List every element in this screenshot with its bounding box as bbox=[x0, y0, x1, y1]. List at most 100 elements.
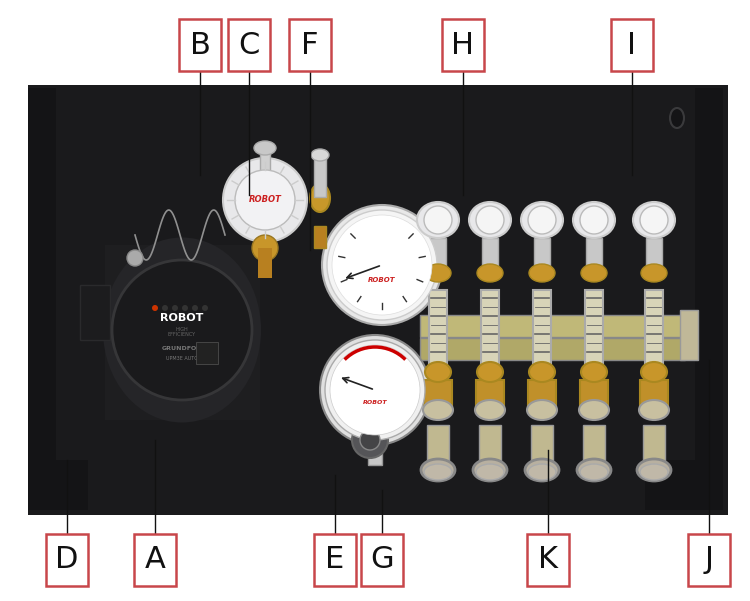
Ellipse shape bbox=[529, 264, 555, 282]
Circle shape bbox=[360, 430, 380, 450]
Bar bbox=[28, 88, 56, 508]
Ellipse shape bbox=[425, 264, 451, 282]
Ellipse shape bbox=[254, 141, 276, 155]
Ellipse shape bbox=[469, 202, 511, 238]
Bar bbox=[533, 290, 551, 365]
Bar bbox=[476, 380, 504, 406]
Ellipse shape bbox=[529, 362, 555, 382]
Ellipse shape bbox=[577, 459, 611, 481]
Bar bbox=[260, 142, 270, 192]
Text: D: D bbox=[56, 546, 79, 575]
Bar bbox=[479, 425, 501, 470]
Ellipse shape bbox=[423, 400, 453, 420]
Circle shape bbox=[252, 235, 278, 261]
Bar bbox=[645, 460, 723, 510]
Ellipse shape bbox=[641, 264, 667, 282]
Circle shape bbox=[192, 305, 198, 311]
Ellipse shape bbox=[641, 362, 667, 382]
Ellipse shape bbox=[475, 400, 505, 420]
Text: ROBOT: ROBOT bbox=[368, 277, 396, 283]
Text: UPM3E AUTO: UPM3E AUTO bbox=[166, 356, 198, 361]
Ellipse shape bbox=[528, 464, 556, 480]
Circle shape bbox=[424, 206, 452, 234]
Circle shape bbox=[223, 158, 307, 242]
Text: HIGH
EFFICIENCY: HIGH EFFICIENCY bbox=[168, 326, 196, 337]
Bar bbox=[46, 534, 88, 586]
Text: C: C bbox=[238, 31, 260, 59]
Circle shape bbox=[152, 305, 158, 311]
Text: G: G bbox=[370, 546, 394, 575]
Bar bbox=[179, 19, 221, 71]
Ellipse shape bbox=[580, 464, 608, 480]
Bar bbox=[430, 238, 446, 273]
Circle shape bbox=[127, 250, 143, 266]
Ellipse shape bbox=[476, 464, 504, 480]
Bar bbox=[585, 290, 603, 365]
Bar bbox=[314, 155, 326, 197]
Ellipse shape bbox=[477, 362, 503, 382]
Circle shape bbox=[112, 260, 252, 400]
Text: GRUNDFOS: GRUNDFOS bbox=[162, 346, 202, 350]
Circle shape bbox=[235, 170, 295, 230]
Bar bbox=[429, 290, 447, 365]
Bar bbox=[580, 380, 608, 406]
Circle shape bbox=[172, 305, 178, 311]
Bar bbox=[528, 380, 556, 406]
Ellipse shape bbox=[417, 202, 459, 238]
Text: H: H bbox=[452, 31, 475, 59]
Bar bbox=[611, 19, 653, 71]
Bar bbox=[527, 534, 569, 586]
Text: I: I bbox=[628, 31, 637, 59]
Bar bbox=[586, 238, 602, 273]
Circle shape bbox=[580, 206, 608, 234]
Bar bbox=[289, 19, 331, 71]
Circle shape bbox=[640, 206, 668, 234]
Bar bbox=[258, 248, 272, 278]
Bar bbox=[640, 380, 668, 406]
Bar bbox=[28, 85, 728, 515]
Circle shape bbox=[322, 205, 442, 325]
Circle shape bbox=[352, 422, 388, 458]
Circle shape bbox=[320, 335, 430, 445]
Ellipse shape bbox=[637, 459, 671, 481]
Ellipse shape bbox=[477, 264, 503, 282]
Circle shape bbox=[327, 210, 437, 320]
Text: J: J bbox=[704, 546, 713, 575]
Circle shape bbox=[332, 215, 432, 315]
Text: ROBOT: ROBOT bbox=[363, 400, 387, 404]
Bar bbox=[646, 238, 662, 273]
Bar bbox=[314, 226, 326, 248]
Ellipse shape bbox=[424, 464, 452, 480]
Bar bbox=[368, 445, 382, 465]
Text: ROBOT: ROBOT bbox=[248, 195, 281, 204]
Bar bbox=[660, 88, 695, 148]
Bar bbox=[643, 425, 665, 470]
Bar bbox=[105, 245, 260, 420]
Bar bbox=[534, 238, 550, 273]
Text: B: B bbox=[190, 31, 211, 59]
Ellipse shape bbox=[311, 149, 329, 161]
Bar bbox=[688, 534, 730, 586]
Bar bbox=[645, 290, 663, 365]
Text: E: E bbox=[326, 546, 344, 575]
Ellipse shape bbox=[103, 237, 261, 423]
Circle shape bbox=[528, 206, 556, 234]
Ellipse shape bbox=[579, 400, 609, 420]
Ellipse shape bbox=[425, 362, 451, 382]
Bar bbox=[531, 425, 553, 470]
Ellipse shape bbox=[670, 108, 684, 128]
Bar bbox=[420, 338, 685, 360]
Bar bbox=[228, 19, 270, 71]
Circle shape bbox=[330, 345, 420, 435]
Ellipse shape bbox=[633, 202, 675, 238]
Text: F: F bbox=[302, 31, 319, 59]
Bar bbox=[134, 534, 176, 586]
Circle shape bbox=[162, 305, 168, 311]
Ellipse shape bbox=[521, 202, 563, 238]
Bar bbox=[583, 425, 605, 470]
Bar bbox=[424, 380, 452, 406]
Bar bbox=[314, 534, 356, 586]
Ellipse shape bbox=[640, 464, 668, 480]
Bar bbox=[28, 460, 88, 510]
Bar bbox=[196, 342, 218, 364]
